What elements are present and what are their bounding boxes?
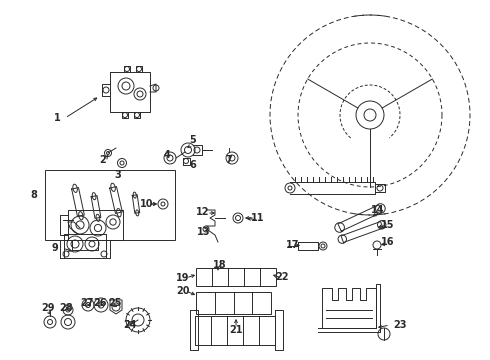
Text: 14: 14 [371, 205, 385, 215]
Text: 23: 23 [393, 320, 407, 330]
Text: 28: 28 [59, 303, 73, 313]
Text: 7: 7 [225, 155, 232, 165]
Text: 9: 9 [51, 243, 58, 253]
Text: 18: 18 [213, 260, 227, 270]
Text: 2: 2 [99, 155, 106, 165]
Text: 19: 19 [176, 273, 190, 283]
Text: 27: 27 [80, 298, 94, 308]
Text: 4: 4 [164, 150, 171, 160]
Text: 24: 24 [123, 320, 137, 330]
Text: 8: 8 [30, 190, 37, 200]
Text: 22: 22 [275, 272, 289, 282]
Text: 1: 1 [53, 113, 60, 123]
Text: 6: 6 [190, 160, 196, 170]
Bar [196, 292, 271, 314]
Text: 3: 3 [115, 170, 122, 180]
Bar [196, 268, 276, 286]
Bar [45, 170, 175, 240]
Text: 11: 11 [251, 213, 265, 223]
Text: 10: 10 [140, 199, 154, 209]
Text: 25: 25 [108, 298, 122, 308]
Text: 12: 12 [196, 207, 210, 217]
Text: 26: 26 [93, 298, 107, 308]
Text: 21: 21 [229, 325, 243, 335]
Text: 5: 5 [190, 135, 196, 145]
Text: 13: 13 [197, 227, 211, 237]
Text: 15: 15 [381, 220, 395, 230]
Text: 29: 29 [41, 303, 55, 313]
Text: 16: 16 [381, 237, 395, 247]
Text: 17: 17 [286, 240, 300, 250]
Text: 20: 20 [176, 286, 190, 296]
